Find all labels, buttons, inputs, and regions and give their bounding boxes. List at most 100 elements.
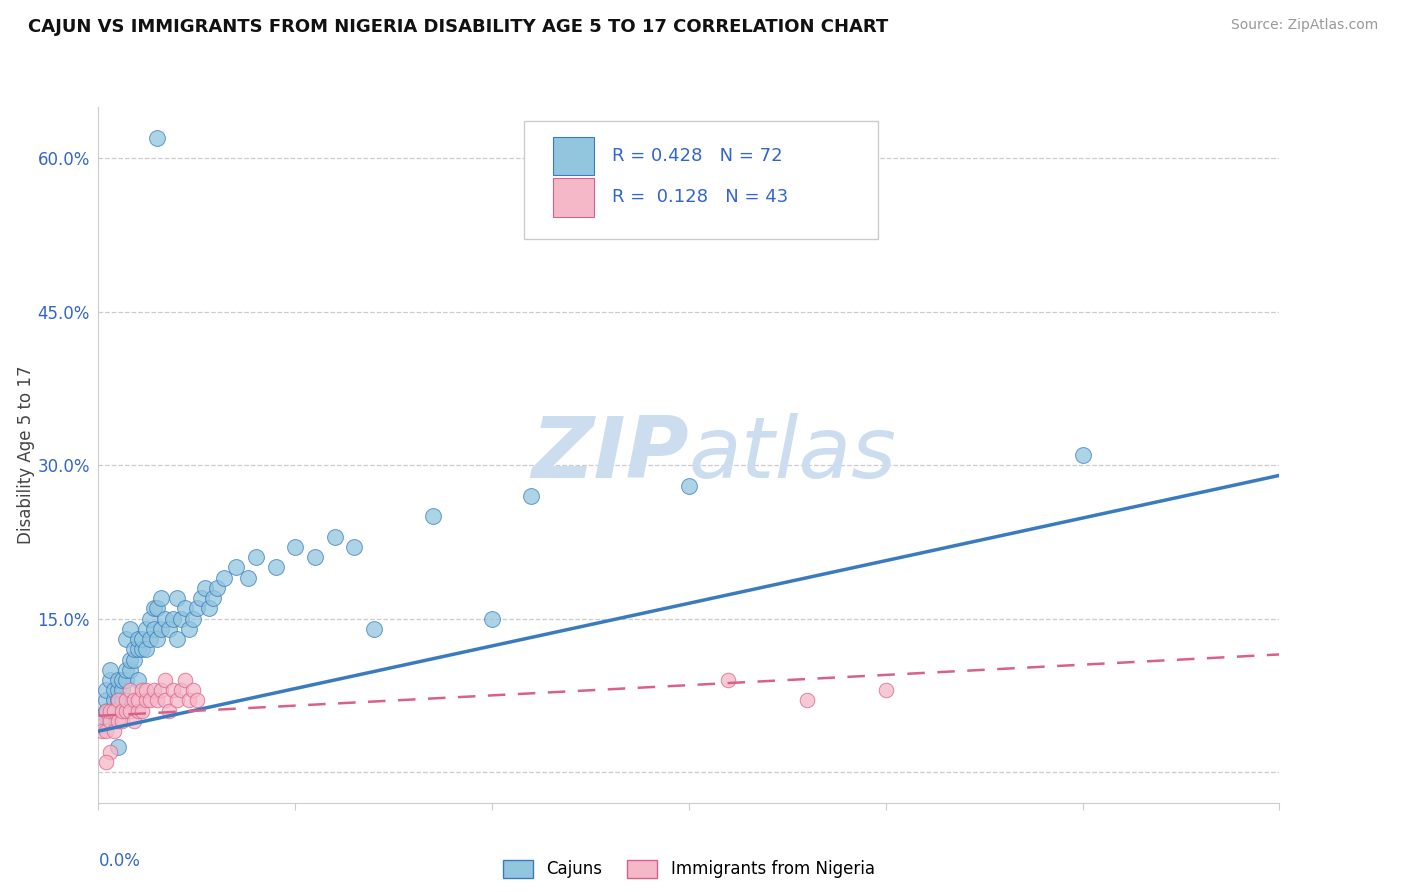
Point xyxy=(343,540,366,554)
Point xyxy=(127,693,149,707)
Point xyxy=(796,693,818,707)
Text: R = 0.428   N = 72: R = 0.428 N = 72 xyxy=(612,147,783,165)
Point xyxy=(174,673,197,687)
Point xyxy=(111,693,134,707)
Point xyxy=(98,663,121,677)
Point xyxy=(155,673,177,687)
Point xyxy=(118,683,141,698)
Point xyxy=(111,704,134,718)
Text: atlas: atlas xyxy=(689,413,897,497)
Point xyxy=(111,673,134,687)
Point xyxy=(201,591,224,606)
Point xyxy=(181,612,204,626)
Point xyxy=(150,683,173,698)
Point xyxy=(142,601,165,615)
Point xyxy=(115,673,138,687)
Point xyxy=(166,632,188,646)
Point xyxy=(205,581,228,595)
Point xyxy=(142,622,165,636)
Y-axis label: Disability Age 5 to 17: Disability Age 5 to 17 xyxy=(17,366,35,544)
Point xyxy=(363,622,385,636)
Point xyxy=(96,693,118,707)
Text: CAJUN VS IMMIGRANTS FROM NIGERIA DISABILITY AGE 5 TO 17 CORRELATION CHART: CAJUN VS IMMIGRANTS FROM NIGERIA DISABIL… xyxy=(28,18,889,36)
FancyBboxPatch shape xyxy=(523,121,877,239)
Point xyxy=(225,560,247,574)
Point xyxy=(107,683,129,698)
Point xyxy=(111,714,134,728)
Point xyxy=(155,612,177,626)
Point xyxy=(131,683,153,698)
Point xyxy=(118,663,141,677)
Point xyxy=(146,693,169,707)
Point xyxy=(115,704,138,718)
Point xyxy=(98,714,121,728)
Point xyxy=(98,714,121,728)
Point xyxy=(186,601,208,615)
Text: ZIP: ZIP xyxy=(531,413,689,497)
Point xyxy=(107,673,129,687)
Point xyxy=(166,591,188,606)
Point xyxy=(1071,448,1094,462)
Point xyxy=(162,683,184,698)
Point xyxy=(142,683,165,698)
Point xyxy=(264,560,287,574)
Point xyxy=(135,683,157,698)
Point xyxy=(96,755,118,769)
Point xyxy=(103,693,125,707)
Point xyxy=(91,724,114,739)
Point xyxy=(146,130,169,145)
Point xyxy=(520,489,543,503)
Point xyxy=(118,622,141,636)
Point xyxy=(98,704,121,718)
Point xyxy=(111,683,134,698)
Point xyxy=(103,704,125,718)
Point xyxy=(96,724,118,739)
Point xyxy=(107,693,129,707)
Point xyxy=(177,622,200,636)
Point xyxy=(103,683,125,698)
Point xyxy=(181,683,204,698)
Point xyxy=(481,612,503,626)
Point xyxy=(127,704,149,718)
Point xyxy=(131,632,153,646)
Point xyxy=(157,704,180,718)
Point xyxy=(174,601,197,615)
Point xyxy=(118,652,141,666)
Point xyxy=(91,714,114,728)
Point xyxy=(150,591,173,606)
Point xyxy=(197,601,219,615)
Point xyxy=(162,612,184,626)
FancyBboxPatch shape xyxy=(553,136,595,175)
Point xyxy=(323,530,346,544)
Legend: Cajuns, Immigrants from Nigeria: Cajuns, Immigrants from Nigeria xyxy=(496,853,882,885)
Point xyxy=(146,601,169,615)
Point xyxy=(138,612,160,626)
Point xyxy=(131,642,153,657)
Point xyxy=(118,704,141,718)
FancyBboxPatch shape xyxy=(553,178,595,217)
Point xyxy=(422,509,444,524)
Point xyxy=(150,622,173,636)
Point xyxy=(122,693,145,707)
Point xyxy=(170,612,193,626)
Point xyxy=(127,642,149,657)
Point xyxy=(138,693,160,707)
Point xyxy=(96,683,118,698)
Point xyxy=(98,673,121,687)
Point xyxy=(245,550,267,565)
Point xyxy=(135,642,157,657)
Point xyxy=(122,642,145,657)
Point xyxy=(103,724,125,739)
Point xyxy=(115,693,138,707)
Point xyxy=(107,739,129,754)
Text: 0.0%: 0.0% xyxy=(98,852,141,870)
Point xyxy=(284,540,307,554)
Point xyxy=(170,683,193,698)
Point xyxy=(107,714,129,728)
Point xyxy=(138,632,160,646)
Point xyxy=(96,704,118,718)
Point xyxy=(115,663,138,677)
Point xyxy=(103,704,125,718)
Text: Source: ZipAtlas.com: Source: ZipAtlas.com xyxy=(1230,18,1378,32)
Point xyxy=(304,550,326,565)
